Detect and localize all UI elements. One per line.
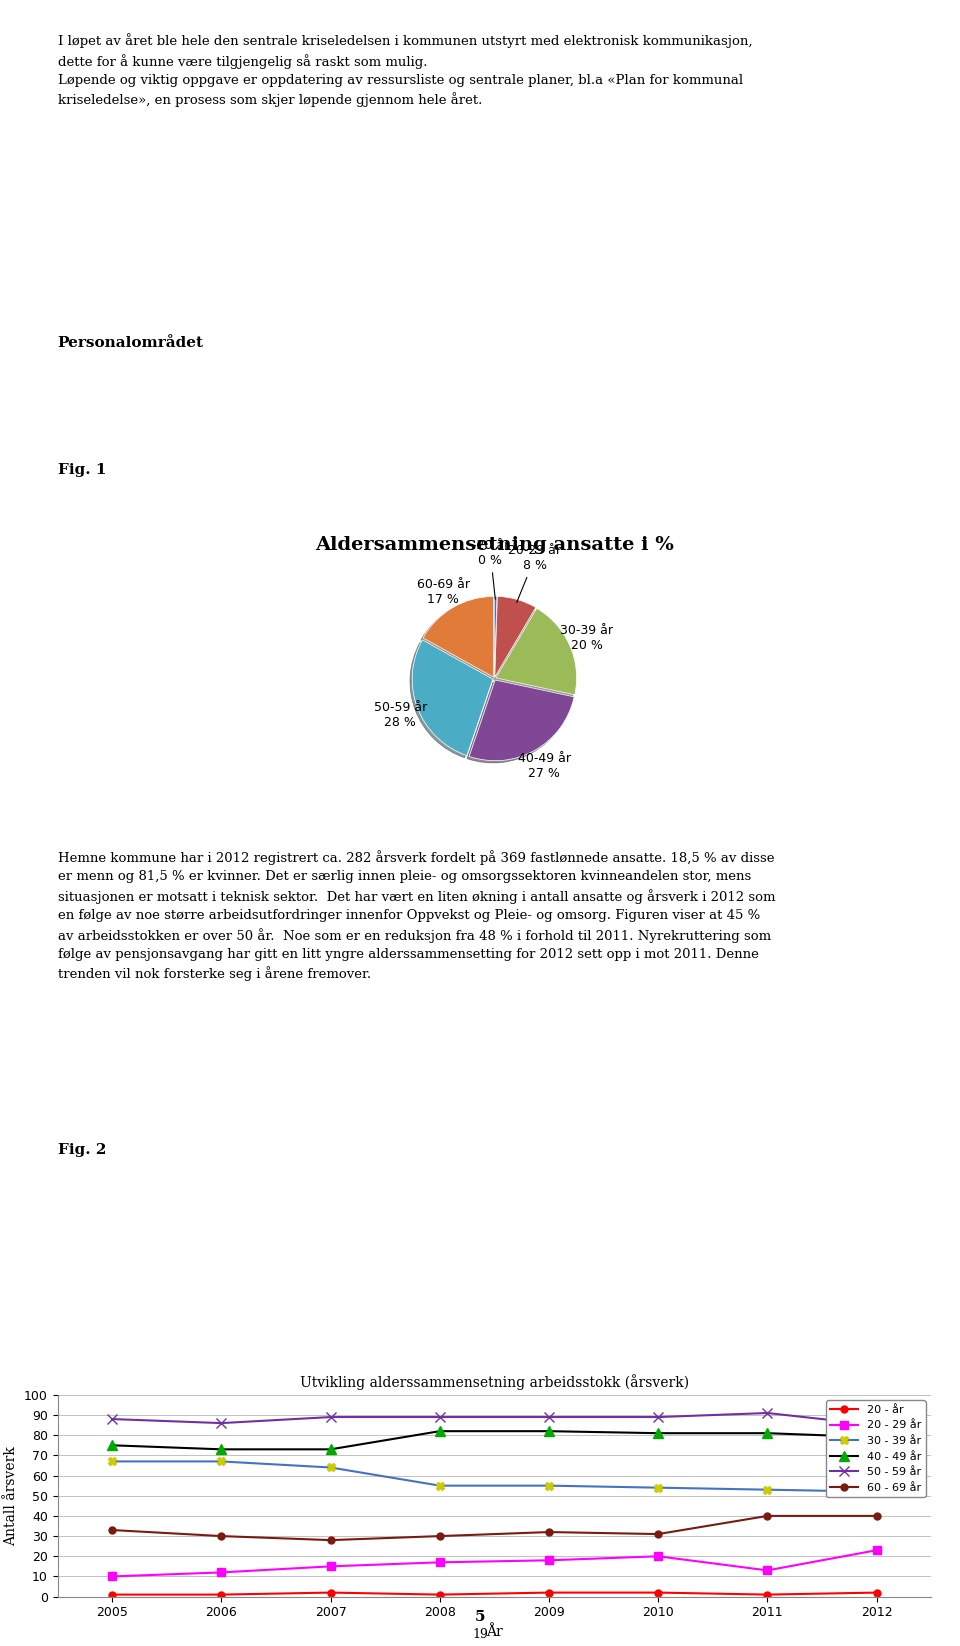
Text: Hemne kommune har i 2012 registrert ca. 282 årsverk fordelt på 369 fastlønnede a: Hemne kommune har i 2012 registrert ca. … [58, 849, 775, 981]
Text: Personalområdet: Personalområdet [58, 336, 204, 349]
Text: 5: 5 [475, 1610, 485, 1625]
20 - 29 år [871, 1541, 882, 1560]
50 - 59 år [324, 1407, 336, 1427]
60 - 69 år [107, 1521, 118, 1541]
Wedge shape [496, 609, 577, 695]
20 - år [107, 1585, 118, 1605]
60 - 69 år [653, 1524, 664, 1544]
20 - 29 år [543, 1551, 555, 1570]
20 - år [871, 1583, 882, 1603]
Wedge shape [412, 640, 492, 756]
40 - 49 år [871, 1427, 882, 1447]
40 - 49 år [653, 1424, 664, 1444]
Text: 30-39 år
20 %: 30-39 år 20 % [561, 624, 613, 652]
Line: 40 - 49 år: 40 - 49 år [108, 1427, 881, 1453]
20 - år [761, 1585, 773, 1605]
40 - 49 år [216, 1440, 228, 1460]
Text: Fig. 2: Fig. 2 [58, 1142, 106, 1157]
Text: Fig. 1: Fig. 1 [58, 463, 107, 477]
20 - år [653, 1583, 664, 1603]
Line: 20 - 29 år: 20 - 29 år [108, 1546, 880, 1580]
Text: 60-69 år
17 %: 60-69 år 17 % [417, 578, 469, 606]
60 - 69 år [434, 1526, 445, 1546]
Wedge shape [494, 596, 536, 677]
60 - 69 år [761, 1506, 773, 1526]
40 - 49 år [761, 1424, 773, 1444]
Line: 60 - 69 år: 60 - 69 år [108, 1513, 880, 1544]
20 - 29 år [324, 1557, 336, 1577]
Line: 50 - 59 år: 50 - 59 år [108, 1407, 881, 1430]
Text: -20 år
0 %: -20 år 0 % [471, 540, 509, 599]
30 - 39 år [216, 1452, 228, 1472]
30 - 39 år [107, 1452, 118, 1472]
30 - 39 år [543, 1476, 555, 1496]
50 - 59 år [543, 1407, 555, 1427]
Wedge shape [469, 680, 574, 760]
60 - 69 år [324, 1531, 336, 1551]
30 - 39 år [653, 1478, 664, 1498]
Title: Aldersammensetning ansatte i %: Aldersammensetning ansatte i % [315, 537, 674, 555]
X-axis label: År: År [486, 1625, 503, 1639]
60 - 69 år [216, 1526, 228, 1546]
Wedge shape [494, 596, 497, 677]
50 - 59 år [653, 1407, 664, 1427]
Title: Utvikling alderssammensetning arbeidsstokk (årsverk): Utvikling alderssammensetning arbeidssto… [300, 1374, 689, 1389]
40 - 49 år [543, 1420, 555, 1440]
40 - 49 år [324, 1440, 336, 1460]
20 - 29 år [761, 1560, 773, 1580]
20 - 29 år [107, 1567, 118, 1587]
20 - 29 år [434, 1552, 445, 1572]
Legend: 20 - år, 20 - 29 år, 30 - 39 år, 40 - 49 år, 50 - 59 år, 60 - 69 år: 20 - år, 20 - 29 år, 30 - 39 år, 40 - 49… [826, 1401, 925, 1498]
Text: 20-29 år
8 %: 20-29 år 8 % [508, 545, 562, 602]
Text: 50-59 år
28 %: 50-59 år 28 % [373, 701, 427, 729]
20 - år [324, 1583, 336, 1603]
50 - 59 år [216, 1414, 228, 1434]
Wedge shape [423, 596, 493, 677]
Text: 19: 19 [472, 1628, 488, 1641]
Line: 30 - 39 år: 30 - 39 år [108, 1457, 880, 1496]
30 - 39 år [761, 1480, 773, 1500]
50 - 59 år [107, 1409, 118, 1429]
20 - år [543, 1583, 555, 1603]
Text: 40-49 år
27 %: 40-49 år 27 % [517, 752, 570, 780]
50 - 59 år [871, 1416, 882, 1435]
Line: 20 - år: 20 - år [108, 1588, 880, 1598]
20 - 29 år [216, 1562, 228, 1582]
20 - år [216, 1585, 228, 1605]
40 - 49 år [107, 1435, 118, 1455]
60 - 69 år [543, 1523, 555, 1542]
40 - 49 år [434, 1420, 445, 1440]
30 - 39 år [871, 1481, 882, 1501]
60 - 69 år [871, 1506, 882, 1526]
20 - 29 år [653, 1546, 664, 1565]
30 - 39 år [434, 1476, 445, 1496]
30 - 39 år [324, 1458, 336, 1478]
Text: I løpet av året ble hele den sentrale kriseledelsen i kommunen utstyrt med elekt: I løpet av året ble hele den sentrale kr… [58, 33, 752, 107]
50 - 59 år [761, 1402, 773, 1422]
Y-axis label: Antall årsverk: Antall årsverk [5, 1445, 18, 1546]
20 - år [434, 1585, 445, 1605]
50 - 59 år [434, 1407, 445, 1427]
